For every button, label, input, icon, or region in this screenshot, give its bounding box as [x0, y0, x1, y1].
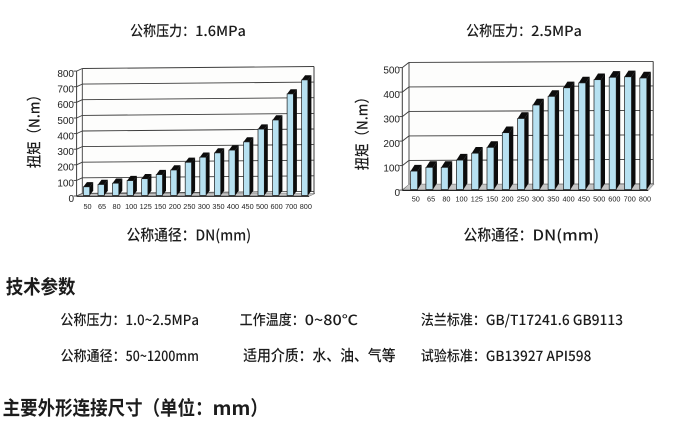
svg-text:450: 450: [242, 202, 254, 211]
svg-text:65: 65: [98, 202, 106, 211]
svg-text:80: 80: [113, 202, 121, 211]
svg-text:600: 600: [57, 100, 74, 111]
svg-text:200: 200: [169, 202, 181, 211]
svg-text:800: 800: [639, 195, 651, 204]
svg-text:800: 800: [57, 69, 74, 80]
svg-text:200: 200: [501, 195, 513, 204]
svg-text:125: 125: [471, 195, 483, 204]
svg-text:700: 700: [624, 195, 636, 204]
svg-text:200: 200: [57, 163, 74, 174]
svg-text:500: 500: [57, 116, 74, 127]
svg-text:400: 400: [383, 90, 400, 101]
svg-text:350: 350: [547, 195, 559, 204]
svg-text:100: 100: [383, 164, 400, 175]
svg-text:150: 150: [154, 202, 166, 211]
svg-text:400: 400: [227, 202, 239, 211]
svg-text:80: 80: [442, 195, 450, 204]
svg-text:100: 100: [125, 202, 137, 211]
svg-text:100: 100: [456, 195, 468, 204]
svg-text:350: 350: [212, 202, 224, 211]
svg-text:700: 700: [285, 202, 297, 211]
svg-text:500: 500: [256, 202, 268, 211]
svg-text:450: 450: [578, 195, 590, 204]
svg-text:125: 125: [140, 202, 152, 211]
svg-text:300: 300: [383, 115, 400, 126]
svg-text:0: 0: [394, 188, 400, 199]
svg-text:500: 500: [593, 195, 605, 204]
svg-text:500: 500: [383, 66, 400, 77]
svg-text:150: 150: [486, 195, 498, 204]
svg-text:700: 700: [57, 85, 74, 96]
svg-text:300: 300: [532, 195, 544, 204]
svg-text:0: 0: [68, 194, 74, 205]
svg-text:250: 250: [183, 202, 195, 211]
svg-text:600: 600: [608, 195, 620, 204]
svg-text:200: 200: [383, 139, 400, 150]
svg-text:800: 800: [300, 202, 312, 211]
svg-text:250: 250: [517, 195, 529, 204]
svg-text:300: 300: [198, 202, 210, 211]
svg-text:600: 600: [271, 202, 283, 211]
svg-text:400: 400: [57, 132, 74, 143]
svg-text:300: 300: [57, 147, 74, 158]
svg-text:400: 400: [563, 195, 575, 204]
svg-text:65: 65: [427, 195, 435, 204]
svg-text:50: 50: [412, 195, 420, 204]
svg-text:100: 100: [57, 178, 74, 189]
svg-text:50: 50: [83, 202, 91, 211]
